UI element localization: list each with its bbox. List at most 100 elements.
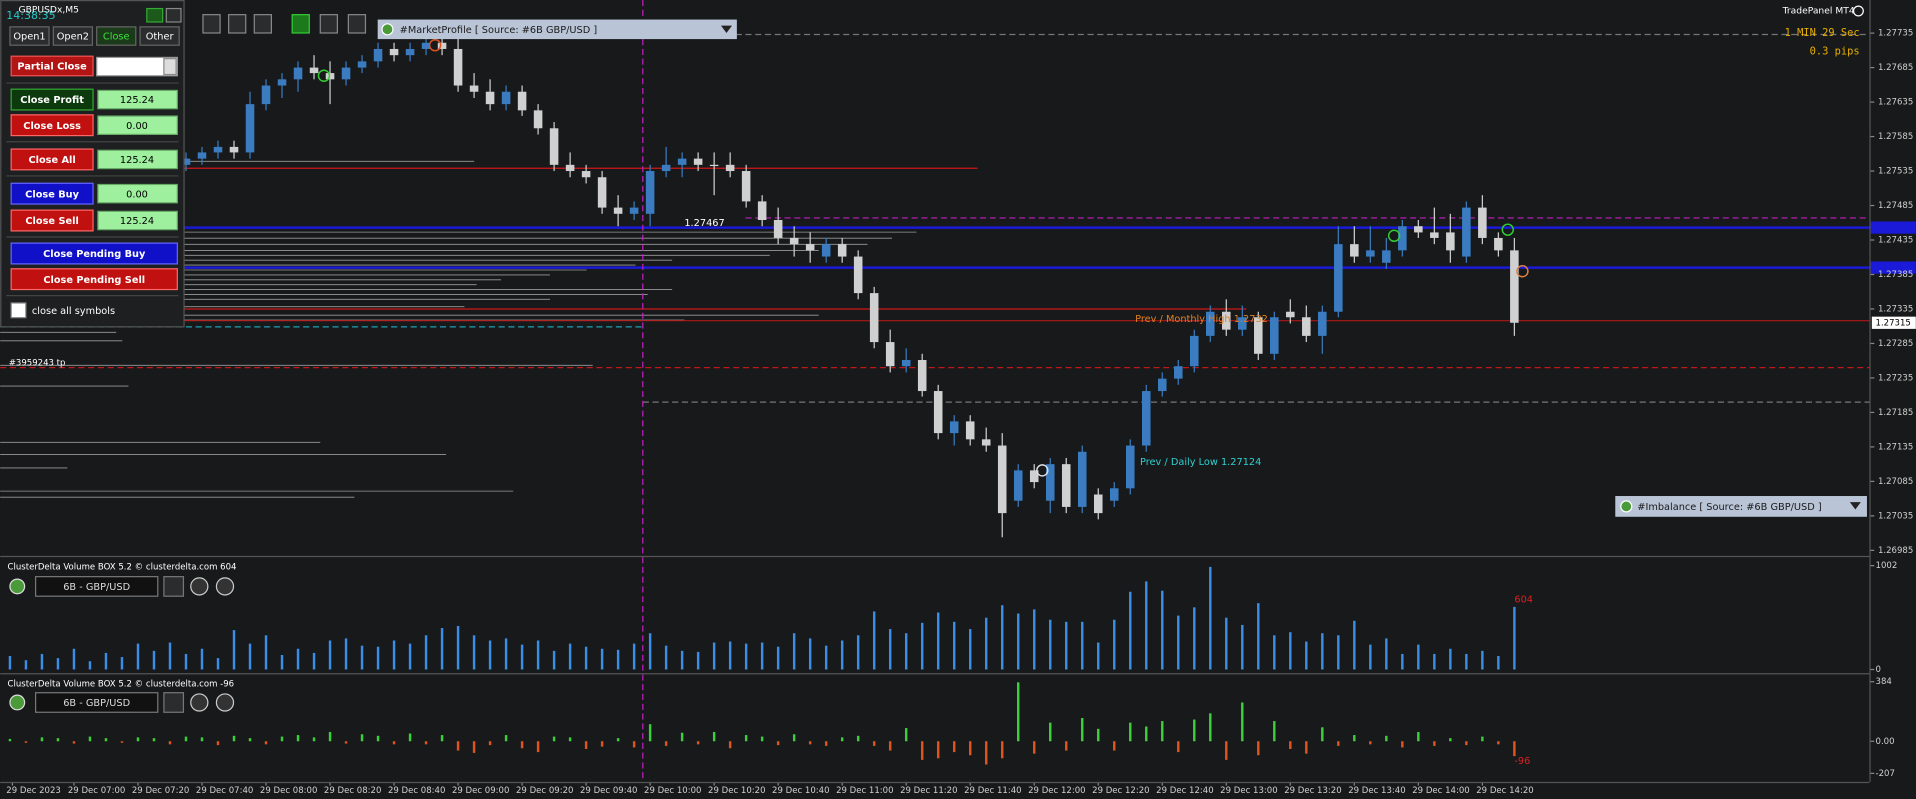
delta-bar	[1241, 702, 1244, 742]
candle-body	[453, 48, 463, 86]
delta-bar	[1305, 741, 1308, 754]
indicator-icon[interactable]	[190, 577, 209, 596]
candle-body	[741, 171, 751, 202]
candle-body	[293, 67, 303, 80]
volume-bar	[584, 646, 588, 670]
tool-icon[interactable]	[319, 14, 338, 34]
candle-body	[677, 158, 687, 165]
button-row: Close Loss 0.00	[10, 114, 178, 137]
delta-bar	[984, 741, 988, 765]
x-tick-label: 29 Dec 08:40	[388, 786, 445, 796]
tab[interactable]	[52, 26, 94, 46]
volume-bar	[328, 640, 332, 670]
button[interactable]	[10, 114, 94, 137]
button[interactable]	[10, 148, 94, 171]
volume-bar	[120, 657, 124, 670]
volume-bar	[1401, 653, 1404, 670]
y-tick-label: 1.27135	[1878, 442, 1913, 452]
button-label: Close Loss	[23, 121, 81, 132]
spread: 0.3 pips	[1810, 45, 1860, 57]
indicator-icon[interactable]	[163, 576, 185, 597]
delta-bar	[1513, 741, 1516, 757]
button[interactable]	[10, 268, 178, 291]
value-label: 604	[1514, 595, 1533, 606]
x-tick-label: 29 Dec 12:40	[1156, 786, 1213, 796]
button[interactable]	[10, 242, 178, 265]
indicator-toggle[interactable]	[9, 694, 26, 711]
tab[interactable]	[96, 26, 137, 46]
menu-icon[interactable]	[146, 7, 164, 23]
x-tick-label: 29 Dec 08:00	[260, 786, 317, 796]
button-row: Close All 125.24	[10, 148, 178, 171]
volume-bar	[8, 656, 12, 670]
button[interactable]	[10, 209, 94, 232]
candle-body	[485, 91, 495, 105]
volume-bar	[1305, 641, 1308, 670]
delta-bar	[1113, 741, 1116, 751]
delta-bar	[712, 731, 716, 742]
indicator-toggle[interactable]	[9, 578, 26, 595]
volume-bar	[392, 640, 396, 670]
input[interactable]	[96, 56, 178, 77]
delta-bar	[744, 735, 748, 742]
checkbox[interactable]	[10, 302, 27, 319]
volume-bar	[1481, 650, 1484, 670]
delta-bar	[1273, 721, 1276, 742]
tool-icon[interactable]	[253, 14, 273, 34]
market-profile-dropdown[interactable]: #MarketProfile [ Source: #6B GBP/USD ]	[377, 19, 737, 40]
indicator-icon[interactable]	[163, 692, 185, 713]
minimize-icon[interactable]	[165, 7, 182, 23]
volume-bar	[632, 643, 636, 670]
indicator-icon[interactable]	[215, 577, 235, 596]
button[interactable]	[10, 182, 94, 205]
candle-body	[1190, 335, 1199, 367]
symbol-box[interactable]	[34, 692, 159, 713]
delta-bar	[1257, 741, 1260, 756]
candle-body	[1478, 207, 1487, 238]
tool-icon[interactable]	[202, 14, 221, 34]
delta-bar	[1385, 735, 1388, 742]
delta-bar	[312, 737, 316, 742]
candle-body	[501, 91, 511, 105]
volume-bar	[344, 638, 348, 670]
x-tick-label: 29 Dec 12:00	[1028, 786, 1085, 796]
delta-bar	[8, 738, 12, 742]
tool-icon[interactable]	[291, 14, 310, 34]
trade-marker	[428, 38, 442, 52]
candle-body	[1286, 311, 1295, 318]
candle-body	[389, 48, 399, 56]
tab[interactable]	[139, 26, 180, 46]
candle-body	[405, 48, 415, 56]
tab[interactable]	[9, 26, 50, 46]
volume-bar	[1065, 621, 1068, 670]
volume-bar	[440, 628, 444, 670]
tool-icon[interactable]	[228, 14, 247, 34]
current-price-label: 1.27315	[1876, 318, 1911, 328]
spinner[interactable]	[163, 58, 177, 76]
tool-icon[interactable]	[347, 14, 367, 34]
y-tick-label: 1002	[1876, 561, 1898, 571]
dropdown-box[interactable]	[377, 19, 737, 40]
symbol-box[interactable]	[34, 576, 159, 597]
candle-body	[437, 42, 447, 49]
button[interactable]	[10, 55, 94, 77]
dropdown-box[interactable]	[1615, 496, 1867, 517]
indicator-icon[interactable]	[190, 693, 209, 712]
button-label: Close Profit	[20, 95, 84, 106]
imbalance-dropdown[interactable]: #Imbalance [ Source: #6B GBP/USD ]	[1615, 496, 1867, 517]
pending-buttons: Close Pending Buy Close Pending Sell	[10, 242, 178, 291]
button[interactable]	[10, 88, 94, 111]
delta-bar	[440, 735, 444, 742]
x-tick-label: 29 Dec 09:20	[516, 786, 573, 796]
x-tick-label: 29 Dec 07:00	[68, 786, 125, 796]
indicator-icon[interactable]	[215, 693, 235, 712]
volume-bar	[376, 646, 380, 670]
x-tick-label: 29 Dec 11:20	[900, 786, 957, 796]
delta-bar	[1129, 722, 1132, 742]
delta-bar	[1081, 717, 1084, 742]
delta-bar	[1033, 741, 1036, 754]
dropdown-label: #Imbalance [ Source: #6B GBP/USD ]	[1637, 502, 1821, 513]
